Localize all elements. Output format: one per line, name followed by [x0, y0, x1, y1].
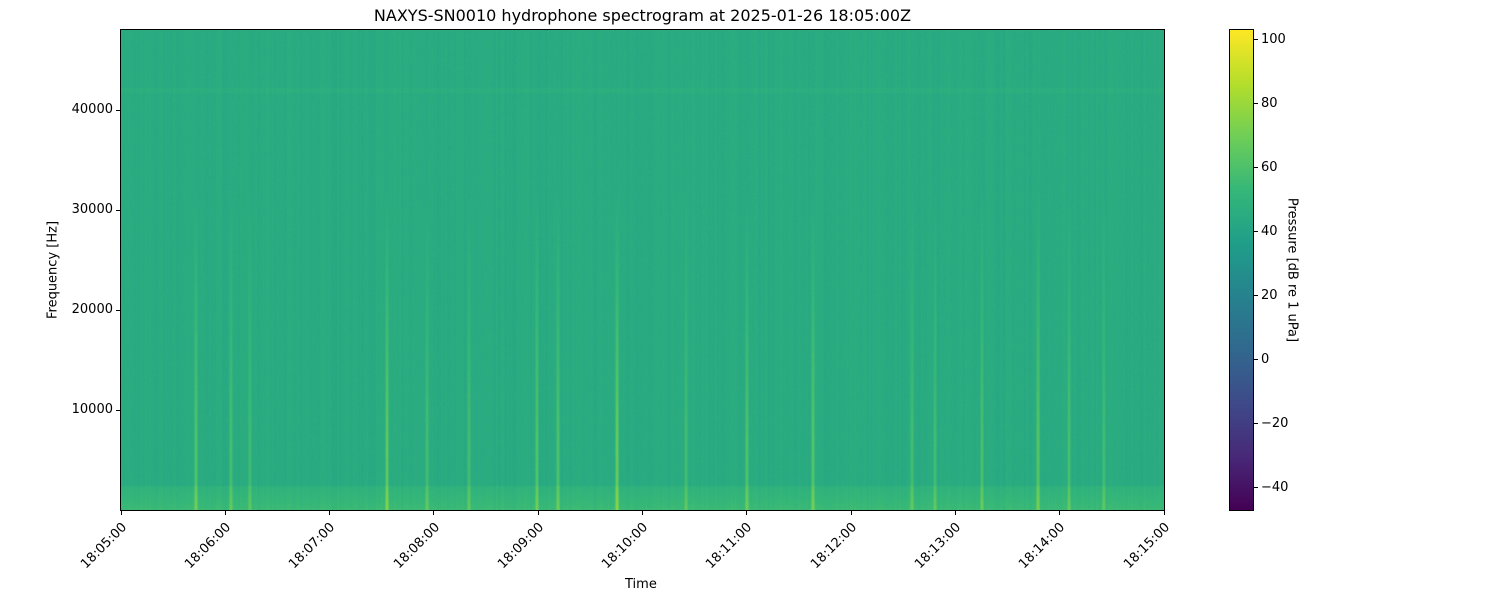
x-tick-mark	[642, 510, 643, 515]
y-tick-label: 30000	[71, 202, 113, 217]
colorbar-tick-label: 60	[1261, 159, 1278, 175]
x-tick-label: 18:09:00	[494, 520, 547, 572]
colorbar-label: Pressure [dB re 1 uPa]	[1284, 197, 1300, 343]
x-tick-mark	[1059, 510, 1061, 515]
y-tick-label: 40000	[71, 102, 113, 117]
x-tick-label: 18:12:00	[807, 520, 860, 572]
x-tick-label: 18:10:00	[599, 520, 652, 572]
x-tick-mark	[850, 510, 852, 515]
colorbar-tick-mark	[1253, 167, 1258, 169]
y-tick-mark	[116, 409, 121, 411]
x-tick-mark	[224, 510, 226, 515]
colorbar-tick-label: 20	[1261, 287, 1278, 303]
colorbar-tick-mark	[1253, 359, 1258, 361]
x-tick-label: 18:05:00	[77, 520, 130, 572]
y-tick-mark	[116, 209, 121, 211]
x-tick-label: 18:07:00	[286, 520, 339, 572]
colorbar-tick-label: 40	[1261, 223, 1278, 239]
colorbar	[1230, 30, 1253, 510]
chart-title: NAXYS-SN0010 hydrophone spectrogram at 2…	[373, 6, 912, 25]
x-tick-label: 18:13:00	[912, 520, 965, 572]
colorbar-tick-mark	[1253, 295, 1258, 297]
x-tick-mark	[954, 510, 956, 515]
y-tick-label: 20000	[71, 302, 113, 317]
x-tick-mark	[120, 510, 122, 515]
colorbar-tick-label: 0	[1261, 351, 1270, 367]
x-tick-mark	[746, 510, 748, 515]
x-tick-label: 18:14:00	[1016, 520, 1069, 572]
x-tick-mark	[433, 510, 435, 515]
x-tick-mark	[537, 510, 539, 515]
colorbar-tick-label: 100	[1261, 31, 1286, 47]
colorbar-tick-mark	[1253, 487, 1258, 489]
x-tick-mark	[1163, 510, 1165, 515]
y-tick-label: 10000	[71, 402, 113, 417]
x-tick-label: 18:15:00	[1120, 520, 1173, 572]
colorbar-tick-label: −40	[1261, 479, 1289, 495]
x-tick-label: 18:06:00	[182, 520, 234, 572]
spectrogram-image	[121, 30, 1164, 510]
colorbar-tick-mark	[1253, 423, 1258, 425]
colorbar-tick-mark	[1253, 103, 1258, 105]
colorbar-tick-label: −20	[1261, 415, 1289, 431]
colorbar-tick-mark	[1253, 39, 1258, 41]
y-axis-label: Frequency [Hz]	[45, 220, 61, 320]
x-axis-label: Time	[625, 577, 657, 592]
y-tick-mark	[116, 309, 121, 311]
colorbar-tick-label: 80	[1261, 95, 1278, 111]
y-tick-mark	[116, 109, 121, 111]
x-tick-mark	[329, 510, 331, 515]
colorbar-tick-mark	[1253, 231, 1258, 233]
x-tick-label: 18:11:00	[703, 520, 756, 572]
x-tick-label: 18:08:00	[390, 520, 443, 572]
